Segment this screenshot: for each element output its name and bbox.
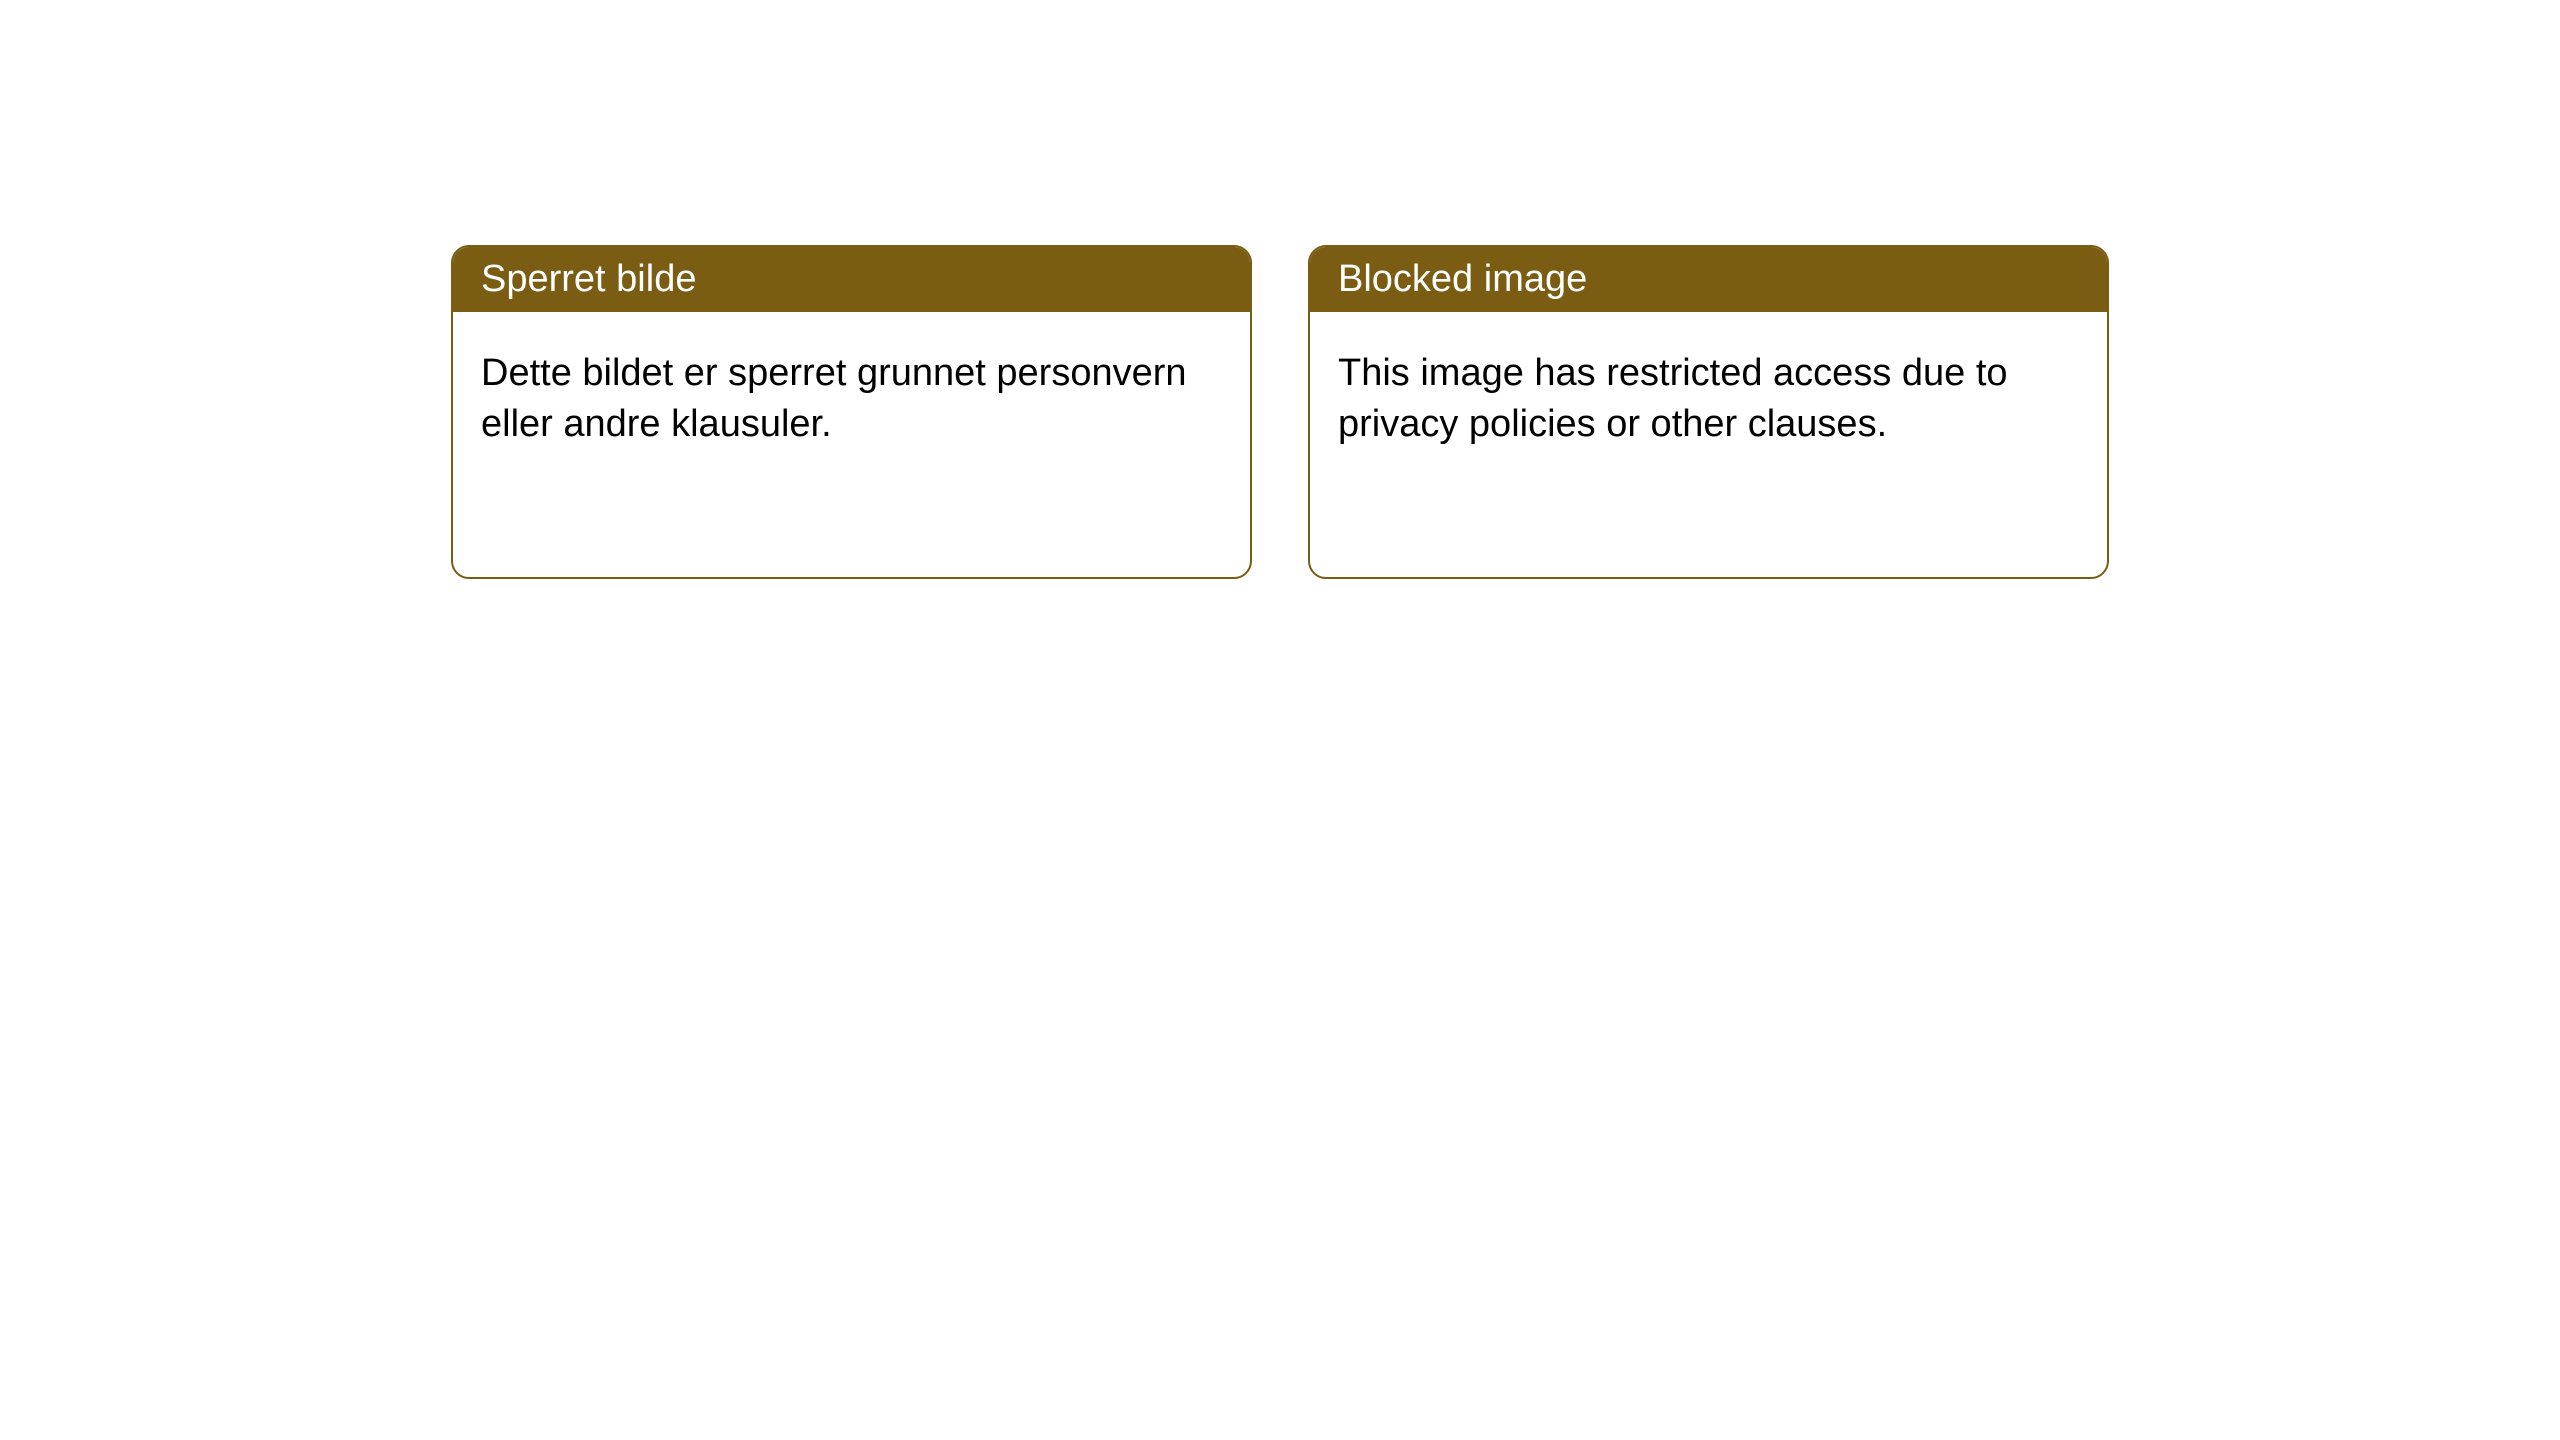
notice-card-norwegian: Sperret bilde Dette bildet er sperret gr… bbox=[451, 245, 1252, 579]
card-title: Sperret bilde bbox=[453, 247, 1250, 312]
card-body: This image has restricted access due to … bbox=[1310, 312, 2107, 487]
card-body: Dette bildet er sperret grunnet personve… bbox=[453, 312, 1250, 487]
card-title: Blocked image bbox=[1310, 247, 2107, 312]
notice-container: Sperret bilde Dette bildet er sperret gr… bbox=[0, 0, 2560, 579]
notice-card-english: Blocked image This image has restricted … bbox=[1308, 245, 2109, 579]
